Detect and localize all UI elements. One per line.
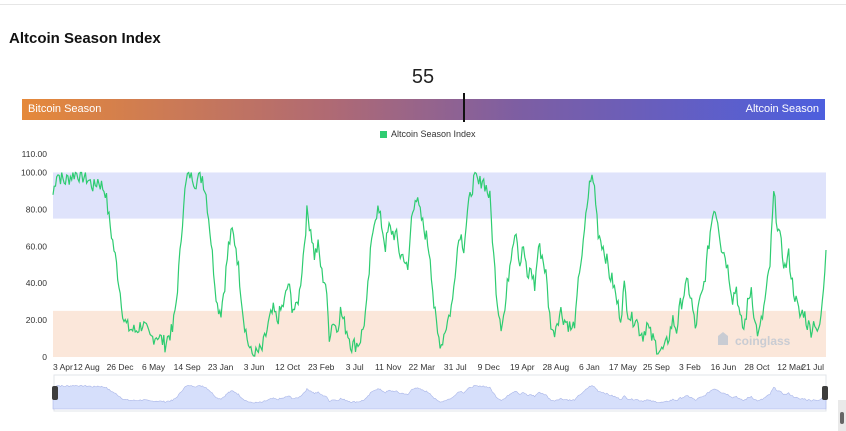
x-tick-label: 3 Jul bbox=[346, 362, 364, 372]
x-tick-label: 6 May bbox=[142, 362, 166, 372]
legend-label: Altcoin Season Index bbox=[391, 129, 476, 139]
x-tick-label: 16 Jun bbox=[711, 362, 737, 372]
x-tick-label: 19 Apr bbox=[510, 362, 535, 372]
x-tick-label: 3 Feb bbox=[679, 362, 701, 372]
x-tick-label: 11 Nov bbox=[375, 362, 402, 372]
season-gradient-bar: Bitcoin Season Altcoin Season bbox=[22, 93, 825, 122]
navigator-series-area bbox=[52, 385, 827, 410]
x-tick-label: 31 Jul bbox=[444, 362, 467, 372]
x-tick-label: 9 Dec bbox=[478, 362, 501, 372]
y-tick-label: 40.00 bbox=[26, 278, 48, 288]
x-tick-label: 23 Jan bbox=[208, 362, 234, 372]
x-tick-label: 6 Jan bbox=[579, 362, 600, 372]
y-tick-label: 20.00 bbox=[26, 315, 48, 325]
y-tick-label: 80.00 bbox=[26, 204, 48, 214]
y-tick-label: 60.00 bbox=[26, 241, 48, 251]
page-scrollbar-thumb[interactable] bbox=[840, 412, 844, 424]
current-index-value: 55 bbox=[411, 66, 435, 88]
x-tick-label: 26 Dec bbox=[107, 362, 135, 372]
x-tick-label: 12 Aug bbox=[73, 362, 100, 372]
y-tick-label: 100.00 bbox=[21, 167, 47, 177]
top-divider bbox=[0, 4, 846, 5]
x-tick-label: 28 Oct bbox=[744, 362, 770, 372]
x-tick-label: 14 Sep bbox=[174, 362, 201, 372]
x-tick-label: 25 Sep bbox=[643, 362, 670, 372]
x-tick-label: 28 Aug bbox=[543, 362, 570, 372]
bitcoin-season-zone bbox=[53, 310, 826, 357]
x-tick-label: 12 Oct bbox=[275, 362, 301, 372]
x-tick-label: 3 Apr bbox=[53, 362, 73, 372]
altcoin-season-label: Altcoin Season bbox=[745, 103, 819, 115]
x-tick-label: 23 Feb bbox=[308, 362, 335, 372]
bitcoin-season-label: Bitcoin Season bbox=[28, 103, 102, 115]
chart-legend[interactable]: Altcoin Season Index bbox=[380, 129, 476, 139]
page-title: Altcoin Season Index bbox=[9, 30, 161, 47]
legend-swatch bbox=[380, 130, 387, 138]
navigator-left-handle[interactable] bbox=[52, 386, 58, 400]
navigator-right-handle[interactable] bbox=[822, 386, 828, 400]
x-tick-label: 17 May bbox=[609, 362, 638, 372]
x-tick-label: 3 Jun bbox=[244, 362, 265, 372]
coinglass-logo-icon bbox=[718, 332, 728, 345]
altcoin-season-zone bbox=[53, 172, 826, 219]
navigator[interactable] bbox=[52, 374, 828, 412]
x-tick-label: 12 Mar bbox=[777, 362, 804, 372]
watermark-text: coinglass bbox=[735, 334, 791, 348]
altcoin-season-index-line[interactable] bbox=[52, 171, 827, 357]
x-axis-labels: 3 Apr 12 Aug 26 Dec 6 May 14 Sep 23 Jan 3 Jun 1… bbox=[53, 362, 824, 372]
y-axis-labels: 0 20.00 40.00 60.00 80.00 100.00 110.00 bbox=[21, 149, 47, 362]
current-value-marker bbox=[462, 93, 465, 122]
x-tick-label: 21 Jul bbox=[801, 362, 824, 372]
x-tick-label: 22 Mar bbox=[409, 362, 436, 372]
y-tick-label: 110.00 bbox=[22, 149, 48, 159]
watermark: coinglass bbox=[718, 332, 791, 348]
y-tick-label: 0 bbox=[42, 352, 47, 362]
